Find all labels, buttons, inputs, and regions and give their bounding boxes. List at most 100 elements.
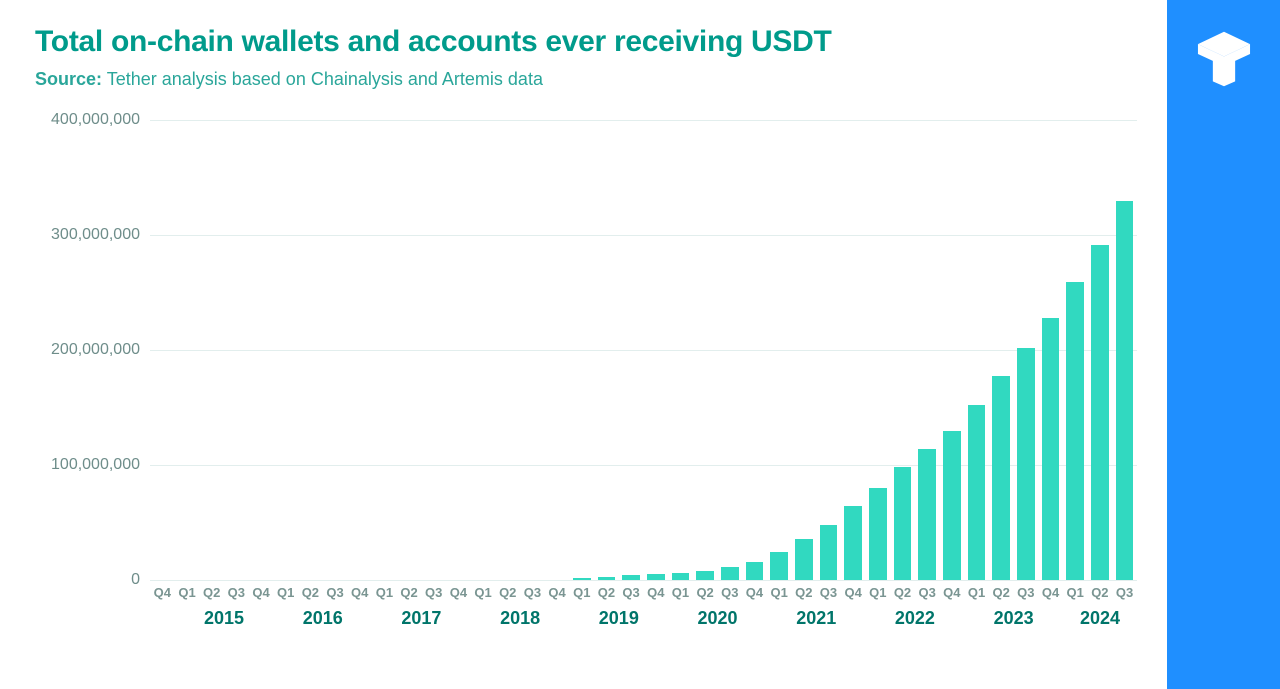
bar-slot — [940, 120, 965, 580]
chart-title: Total on-chain wallets and accounts ever… — [35, 25, 1147, 59]
x-tick-label: Q1 — [668, 585, 693, 600]
year-label: 2024 — [1080, 608, 1120, 629]
bar-slot — [1014, 120, 1039, 580]
bar-slot — [742, 120, 767, 580]
bar-slot — [446, 120, 471, 580]
bar — [647, 574, 665, 580]
x-tick-label: Q2 — [1088, 585, 1113, 600]
x-tick-label: Q2 — [298, 585, 323, 600]
bar — [573, 578, 591, 580]
x-tick-label: Q3 — [717, 585, 742, 600]
x-tick-label: Q3 — [915, 585, 940, 600]
bar-slot — [1063, 120, 1088, 580]
bar-slot — [323, 120, 348, 580]
x-tick-label: Q3 — [816, 585, 841, 600]
x-tick-label: Q1 — [767, 585, 792, 600]
year-label: 2023 — [994, 608, 1034, 629]
bar-slot — [1112, 120, 1137, 580]
x-axis: Q4Q1Q2Q3Q4Q1Q2Q3Q4Q1Q2Q3Q4Q1Q2Q3Q4Q1Q2Q3… — [150, 585, 1137, 600]
x-tick-label: Q4 — [1038, 585, 1063, 600]
bar — [992, 376, 1010, 580]
bar — [1116, 201, 1134, 581]
x-tick-label: Q4 — [249, 585, 274, 600]
bar-slot — [249, 120, 274, 580]
bar — [1042, 318, 1060, 580]
bar-slot — [643, 120, 668, 580]
year-label: 2018 — [500, 608, 540, 629]
x-tick-label: Q4 — [150, 585, 175, 600]
bar — [746, 562, 764, 580]
bar-slot — [964, 120, 989, 580]
year-label: 2015 — [204, 608, 244, 629]
bar — [894, 467, 912, 580]
bar-slot — [767, 120, 792, 580]
bar — [622, 575, 640, 580]
y-tick-label: 300,000,000 — [40, 226, 140, 244]
x-tick-label: Q3 — [1014, 585, 1039, 600]
bar-slot — [397, 120, 422, 580]
bar — [795, 539, 813, 580]
bar — [820, 525, 838, 580]
year-label: 2022 — [895, 608, 935, 629]
bar — [918, 449, 936, 580]
x-tick-label: Q2 — [594, 585, 619, 600]
x-tick-label: Q4 — [643, 585, 668, 600]
x-tick-label: Q3 — [323, 585, 348, 600]
x-tick-label: Q4 — [841, 585, 866, 600]
bar — [598, 577, 616, 580]
x-tick-label: Q3 — [520, 585, 545, 600]
x-tick-label: Q2 — [397, 585, 422, 600]
x-tick-label: Q2 — [693, 585, 718, 600]
y-tick-label: 200,000,000 — [40, 341, 140, 359]
bar — [721, 567, 739, 580]
bar-slot — [273, 120, 298, 580]
x-tick-label: Q4 — [742, 585, 767, 600]
bar-slot — [841, 120, 866, 580]
x-tick-label: Q1 — [569, 585, 594, 600]
x-tick-label: Q3 — [619, 585, 644, 600]
bars — [150, 120, 1137, 580]
bar-slot — [989, 120, 1014, 580]
bar — [968, 405, 986, 580]
bar-slot — [569, 120, 594, 580]
y-axis: 0100,000,000200,000,000300,000,000400,00… — [40, 120, 140, 580]
year-label: 2020 — [697, 608, 737, 629]
x-tick-label: Q3 — [421, 585, 446, 600]
x-tick-label: Q1 — [175, 585, 200, 600]
year-label: 2021 — [796, 608, 836, 629]
plot-area — [150, 120, 1137, 580]
x-tick-label: Q4 — [446, 585, 471, 600]
x-tick-label: Q4 — [545, 585, 570, 600]
year-label: 2017 — [401, 608, 441, 629]
bar — [672, 573, 690, 580]
gridline — [150, 580, 1137, 581]
bar-slot — [224, 120, 249, 580]
bar — [770, 552, 788, 580]
x-tick-label: Q2 — [989, 585, 1014, 600]
x-tick-label: Q2 — [199, 585, 224, 600]
year-label: 2016 — [303, 608, 343, 629]
bar-slot — [520, 120, 545, 580]
year-label: 2019 — [599, 608, 639, 629]
bar-slot — [915, 120, 940, 580]
y-tick-label: 100,000,000 — [40, 456, 140, 474]
x-tick-label: Q3 — [1112, 585, 1137, 600]
chart: 0100,000,000200,000,000300,000,000400,00… — [40, 120, 1147, 650]
source-label: Source: — [35, 69, 102, 89]
x-tick-label: Q1 — [273, 585, 298, 600]
x-tick-label: Q4 — [347, 585, 372, 600]
bar-slot — [175, 120, 200, 580]
bar — [696, 571, 714, 580]
bar-slot — [717, 120, 742, 580]
bar-slot — [372, 120, 397, 580]
bar-slot — [471, 120, 496, 580]
bar-slot — [545, 120, 570, 580]
bar-slot — [150, 120, 175, 580]
bar — [943, 431, 961, 581]
x-tick-label: Q1 — [471, 585, 496, 600]
bar-slot — [199, 120, 224, 580]
year-labels: 2015 2016 2017 2018 2019 2020 2021 2022 2023 2024 — [150, 608, 1137, 630]
bar — [1066, 282, 1084, 580]
y-tick-label: 400,000,000 — [40, 111, 140, 129]
x-tick-label: Q1 — [1063, 585, 1088, 600]
